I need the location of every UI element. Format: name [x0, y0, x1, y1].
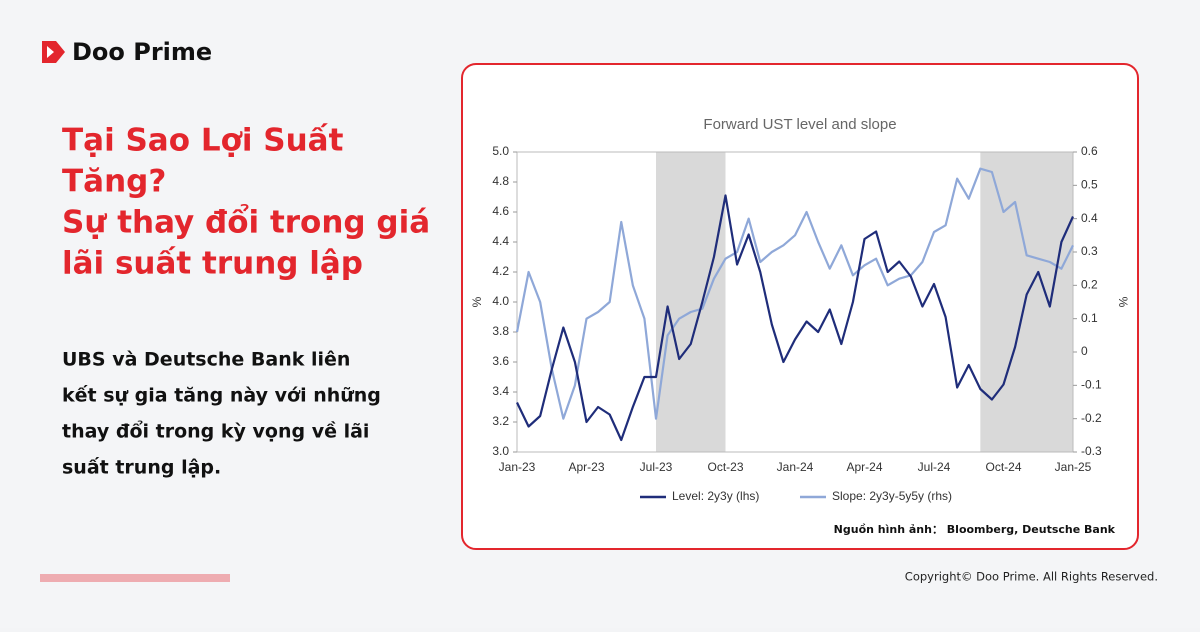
body-line: UBS và Deutsche Bank liên: [62, 349, 350, 371]
y2-axis-label: %: [1116, 297, 1130, 308]
headline-line: lãi suất trung lập: [62, 246, 363, 282]
y-tick-label: 3.6: [492, 354, 509, 368]
x-tick-label: Jan-25: [1055, 460, 1092, 474]
x-tick-label: Apr-23: [568, 460, 604, 474]
logo-icon-cut: [47, 46, 54, 58]
y-axis-label: %: [470, 296, 484, 307]
headline-line: Tăng?: [62, 164, 166, 200]
x-tick-label: Jan-23: [499, 460, 536, 474]
y2-tick-label: 0: [1081, 344, 1088, 358]
y-tick-label: 3.8: [492, 324, 509, 338]
y2-tick-label: 0.6: [1081, 144, 1098, 158]
x-tick-label: Apr-24: [846, 460, 882, 474]
y-tick-label: 3.4: [492, 384, 509, 398]
body-line: thay đổi trong kỳ vọng về lãi: [62, 420, 369, 443]
y-tick-label: 4.8: [492, 174, 509, 188]
y-tick-label: 3.0: [492, 444, 509, 458]
chart-card: [461, 63, 1139, 550]
shaded-region: [656, 152, 726, 452]
x-tick-label: Oct-23: [707, 460, 743, 474]
y2-tick-label: 0.3: [1081, 244, 1098, 258]
plot: 3.0 3.2 3.4 3.6 3.8 4.0 4.2 4.4 4.6 4.8 5.0 -0.3 -0.…: [492, 144, 1102, 503]
source: Nguồn hình ảnh： Bloomberg, Deutsche Bank: [834, 523, 1116, 536]
series-line: [515, 167, 1074, 420]
y2-tick-label: -0.2: [1081, 411, 1102, 425]
y2-tick-label: 0.2: [1081, 278, 1098, 292]
shaded-region: [980, 152, 1073, 452]
body-line: kết sự gia tăng này với những: [62, 384, 381, 407]
x-tick-label: Jul-23: [640, 460, 673, 474]
series-line: [516, 194, 1075, 442]
y2-tick-label: 0.5: [1081, 178, 1098, 192]
y-tick-label: 4.6: [492, 204, 509, 218]
legend-label: Level: 2y3y (lhs): [672, 489, 759, 503]
y2-tick-label: 0.4: [1081, 211, 1098, 225]
copyright: Copyright© Doo Prime. All Rights Reserve…: [905, 570, 1158, 584]
chart-title: Forward UST level and slope: [703, 116, 896, 133]
stripe: [40, 574, 230, 582]
x-tick-label: Jul-24: [918, 460, 951, 474]
body-line: suất trung lập.: [62, 456, 221, 479]
y2-tick-label: -0.3: [1081, 444, 1102, 458]
headline-line: Tại Sao Lợi Suất: [62, 123, 344, 159]
decor-stripes: [40, 574, 230, 582]
y-tick-label: 5.0: [492, 144, 509, 158]
headline-line: Sự thay đổi trong giá: [62, 205, 430, 241]
y-tick-label: 3.2: [492, 414, 509, 428]
y-tick-label: 4.4: [492, 234, 509, 248]
headline: Tại Sao Lợi Suất Tăng? Sự thay đổi trong g…: [62, 123, 430, 282]
logo: Doo Prime: [42, 38, 212, 66]
x-tick-label: Jan-24: [777, 460, 814, 474]
y2-tick-label: -0.1: [1081, 378, 1102, 392]
y-tick-label: 4.0: [492, 294, 509, 308]
brand: Doo Prime: [72, 38, 212, 66]
y-tick-label: 4.2: [492, 264, 509, 278]
body-text: UBS và Deutsche Bank liên kết sự gia tăng…: [62, 349, 381, 479]
legend-label: Slope: 2y3y-5y5y (rhs): [832, 489, 952, 503]
y2-tick-label: 0.1: [1081, 311, 1098, 325]
x-tick-label: Oct-24: [985, 460, 1021, 474]
